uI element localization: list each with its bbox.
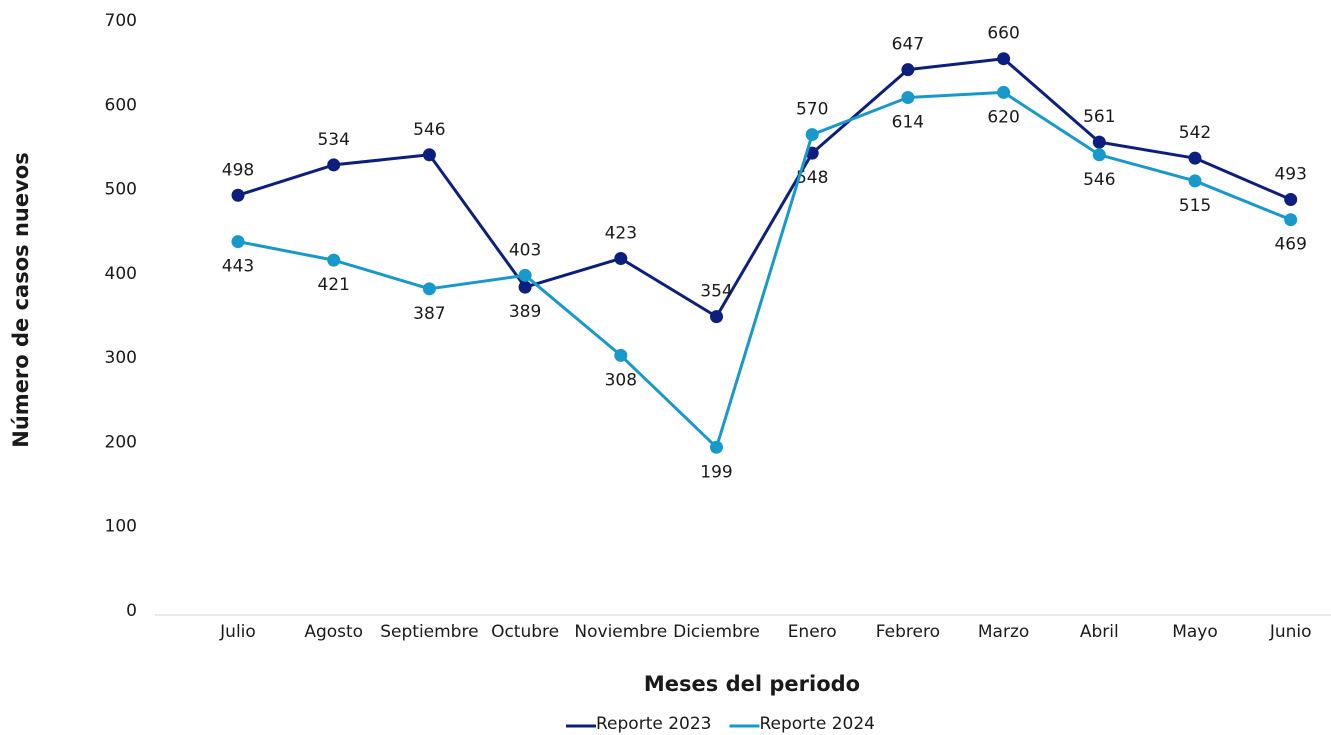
- point: [327, 158, 341, 172]
- x-tick-label: Junio: [1269, 622, 1312, 642]
- data-label: 660: [987, 24, 1019, 44]
- y-tick-label: 600: [105, 95, 137, 115]
- data-label: 570: [796, 100, 828, 120]
- x-tick-label: Agosto: [304, 622, 363, 642]
- y-tick-label: 200: [105, 432, 137, 452]
- x-tick-label: Febrero: [876, 622, 940, 642]
- point: [327, 253, 341, 267]
- point: [1092, 148, 1106, 162]
- data-label: 387: [413, 304, 445, 324]
- point: [1284, 213, 1298, 227]
- point: [805, 128, 819, 142]
- point: [1188, 151, 1202, 165]
- y-tick-label: 500: [105, 180, 137, 200]
- y-tick-label: 700: [105, 11, 137, 31]
- point: [710, 440, 723, 454]
- data-label: 548: [796, 168, 828, 188]
- data-label: 561: [1083, 107, 1115, 127]
- point: [231, 188, 245, 202]
- x-tick-label: Marzo: [978, 622, 1029, 642]
- y-axis-title: Número de casos nuevos: [9, 152, 33, 447]
- x-tick-label: Mayo: [1172, 622, 1218, 642]
- data-label: 620: [987, 107, 1019, 127]
- point: [614, 251, 628, 265]
- data-label: 443: [222, 257, 254, 277]
- x-tick-label: Septiembre: [380, 622, 478, 642]
- point: [422, 282, 436, 296]
- point: [614, 348, 628, 362]
- point: [422, 148, 436, 162]
- x-tick-label: Julio: [219, 622, 256, 642]
- point: [1092, 135, 1106, 149]
- x-tick-label: Diciembre: [673, 622, 760, 642]
- data-label: 534: [317, 130, 349, 150]
- point: [901, 63, 915, 77]
- data-label: 389: [509, 302, 541, 322]
- data-label: 614: [892, 112, 924, 132]
- data-label: 498: [222, 160, 254, 180]
- data-label: 403: [509, 240, 541, 260]
- data-label: 647: [892, 35, 924, 55]
- y-tick-label: 300: [105, 348, 137, 368]
- point: [901, 90, 915, 104]
- x-tick-label: Octubre: [491, 622, 559, 642]
- legend-label: Reporte 2024: [759, 714, 874, 734]
- data-label: 469: [1274, 235, 1306, 255]
- legend-label: Reporte 2023: [596, 714, 711, 734]
- x-tick-label: Enero: [788, 622, 837, 642]
- y-tick-label: 0: [126, 601, 137, 621]
- point: [231, 235, 245, 249]
- data-label: 546: [1083, 170, 1115, 190]
- data-label: 546: [413, 120, 445, 140]
- series-line: [237, 57, 1292, 319]
- data-label: 199: [700, 462, 732, 482]
- data-label: 421: [317, 275, 349, 295]
- point: [997, 85, 1011, 99]
- data-label: 308: [605, 370, 637, 390]
- point: [518, 268, 532, 282]
- data-label: 542: [1179, 123, 1211, 143]
- data-label: 515: [1179, 196, 1211, 216]
- point: [518, 280, 532, 294]
- x-tick-label: Abril: [1080, 622, 1119, 642]
- point: [710, 310, 723, 324]
- x-tick-label: Noviembre: [574, 622, 667, 642]
- data-label: 493: [1274, 164, 1306, 184]
- data-label: 423: [605, 223, 637, 243]
- y-tick-label: 100: [105, 517, 137, 537]
- point: [1188, 174, 1202, 188]
- data-label: 354: [700, 282, 732, 302]
- series-line: [237, 90, 1292, 449]
- point: [997, 52, 1011, 66]
- y-tick-label: 400: [105, 264, 137, 284]
- x-axis-title: Meses del periodo: [644, 672, 860, 696]
- point: [1284, 192, 1298, 206]
